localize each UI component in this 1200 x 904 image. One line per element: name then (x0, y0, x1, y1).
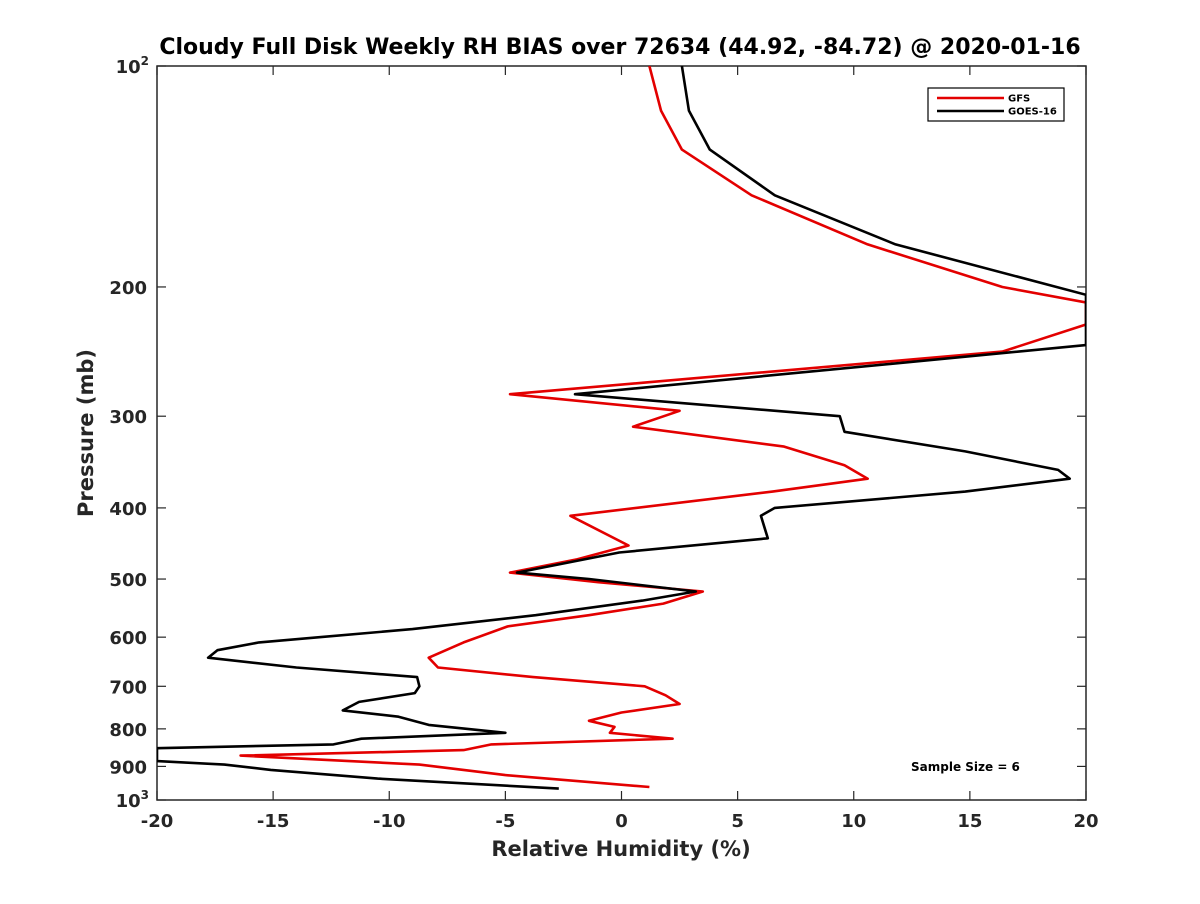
legend-label-goes16: GOES-16 (1008, 107, 1057, 118)
y-tick-label: 500 (109, 570, 147, 591)
x-tick-label: 10 (841, 811, 866, 832)
x-tick-label: 15 (957, 811, 982, 832)
y-axis: 102 200 300 400 500 600 700 800 900 103 (109, 54, 1086, 812)
y-tick-label: 400 (109, 499, 147, 520)
x-axis: -20 -15 -10 -5 0 5 10 15 20 (141, 66, 1099, 832)
legend: GFS GOES-16 (927, 87, 1065, 122)
x-tick-label: 0 (615, 811, 628, 832)
series-line-gfs (239, 66, 1086, 789)
legend-label-gfs: GFS (1008, 94, 1030, 105)
chart-title: Cloudy Full Disk Weekly RH BIAS over 726… (159, 35, 1080, 60)
y-tick-label: 300 (109, 407, 147, 428)
x-tick-label: 5 (731, 811, 744, 832)
y-tick-label: 800 (109, 720, 147, 741)
series-layer (157, 66, 1086, 790)
series-line-goes-16 (157, 66, 1086, 790)
y-tick-label: 700 (109, 677, 147, 698)
x-tick-label: -15 (257, 811, 290, 832)
y-tick-label: 102 (116, 54, 149, 78)
y-tick-label: 200 (109, 278, 147, 299)
x-tick-label: -5 (495, 811, 515, 832)
x-tick-label: -20 (141, 811, 174, 832)
y-tick-label: 600 (109, 628, 147, 649)
y-tick-label: 900 (109, 757, 147, 778)
y-axis-label: Pressure (mb) (74, 349, 98, 517)
sample-size-annotation: Sample Size = 6 (911, 760, 1020, 774)
legend-box (927, 87, 1065, 122)
x-axis-label: Relative Humidity (%) (491, 837, 750, 861)
x-tick-label: 20 (1073, 811, 1098, 832)
y-tick-label: 103 (116, 788, 149, 812)
x-tick-label: -10 (373, 811, 406, 832)
